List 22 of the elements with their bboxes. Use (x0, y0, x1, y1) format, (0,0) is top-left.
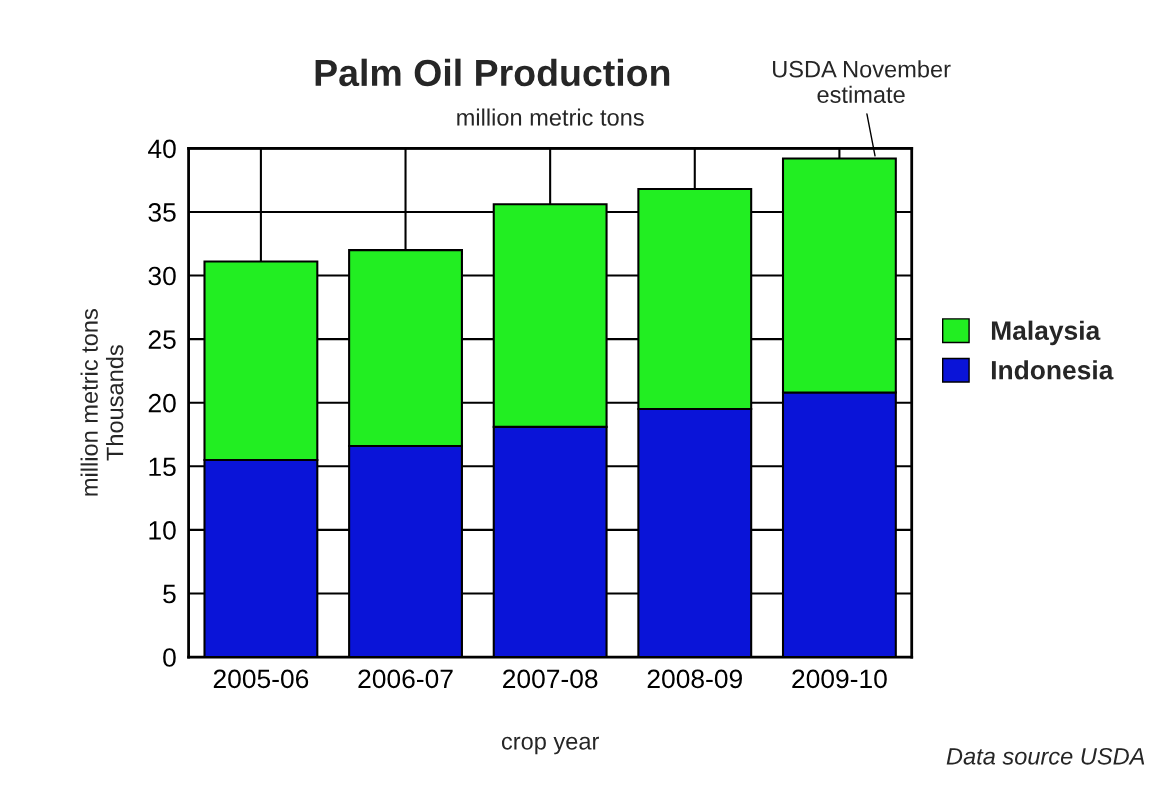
y-tick-label: 0 (163, 648, 176, 667)
y-tick-label: 15 (149, 457, 176, 477)
y-tick-label: 5 (163, 584, 176, 604)
chart-title: Palm Oil Production (315, 58, 670, 87)
x-tick-label: 2007-08 (503, 669, 598, 689)
y-tick-label: 10 (149, 521, 176, 540)
chart-subtitle: million metric tons (457, 108, 644, 126)
y-tick-label: 20 (148, 393, 176, 413)
x-axis-title: crop year (501, 736, 599, 755)
x-tick-label: 2006-07 (358, 669, 453, 689)
y-tick-label: 30 (148, 266, 176, 286)
x-tick-label: 2005-06 (213, 669, 309, 689)
y-tick-label: 35 (148, 203, 176, 222)
x-tick-label: 2009-10 (792, 669, 887, 689)
annotation: USDA November estimate (773, 60, 951, 103)
legend-label: Indonesia (991, 360, 1114, 380)
x-tick-label: 2008-09 (647, 669, 742, 689)
legend-label: Malaysia (991, 320, 1101, 346)
y-tick-label: 40 (148, 139, 176, 159)
y-tick-label: 25 (148, 330, 176, 349)
y-axis-title: million metric tons Thousands (80, 309, 124, 496)
source-note: Data source USDA (946, 747, 1145, 765)
